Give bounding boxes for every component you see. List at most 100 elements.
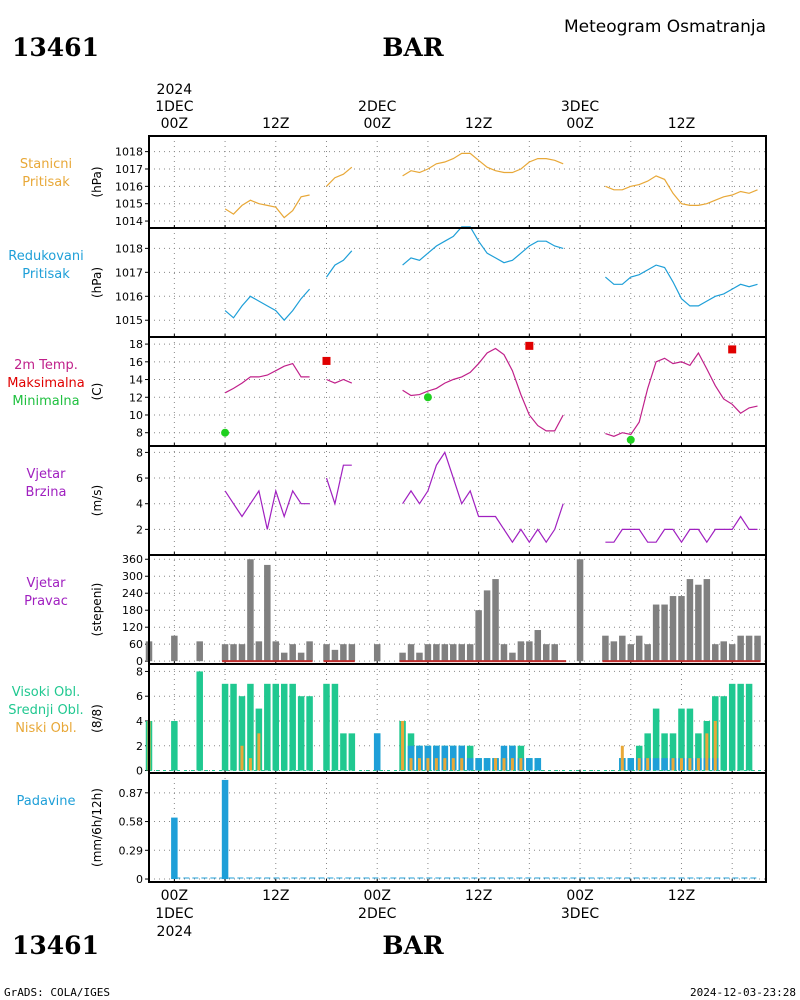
y-tick-label: 0 [136,655,143,668]
footer-timestamp: 2024-12-03-23:28 [690,986,796,999]
direction-bar [669,596,677,662]
panel-label: Maksimalna [7,376,85,391]
bottom-axis-label: 2024 [157,924,193,940]
direction-bar [264,564,271,662]
tmin-marker [626,435,635,444]
panel-station-pressure: 1014 1015 1016 1017 1018 (hPa) Stanicni Pritisa… [20,135,767,229]
y-tick-label: 8 [136,427,143,440]
tmin-marker [221,428,230,437]
precip-bar [171,817,178,880]
y-tick-label: 12 [129,391,143,404]
y-tick-label: 0.29 [119,844,144,857]
y-tick-label: 2 [136,740,143,753]
top-axis-label: 2DEC [358,99,397,115]
direction-bar [272,641,280,662]
panel-precipitation: 0 0.29 0.58 0.87 (mm/6h/12h) Padavine [17,772,767,886]
panel-temperature: 8 10 12 14 16 18 (C) 2m Temp. Maksimalna Minimaln… [7,336,767,447]
cloud-high-bar [280,683,288,771]
bottom-axis-label: 00Z [566,888,593,904]
cloud-high-bar [306,696,313,771]
y-tick-label: 6 [136,472,143,485]
y-tick-label: 18 [129,338,143,351]
panel-label: Visoki Obl. [12,685,80,700]
y-tick-label: 1017 [115,163,143,176]
direction-bar [627,644,635,662]
y-tick-label: 0.58 [119,816,144,829]
series-line-segment-2 [325,464,352,506]
cloud-low-bar [443,758,447,771]
series-line-segment-2 [326,378,353,384]
y-tick-label: 8 [136,665,143,678]
y-tick-label: 1015 [115,314,143,327]
cloud-high-bar [340,733,347,771]
cloud-low-bar [426,758,430,771]
cloud-low-bar [646,758,650,771]
y-tick-label: 16 [129,356,143,369]
cloud-high-bar [728,683,736,771]
direction-bar [255,641,263,662]
footer-credit: GrADS: COLA/IGES [4,986,110,999]
cloud-high-bar [686,708,694,771]
direction-bar [466,644,474,662]
tmax-marker [525,341,534,350]
direction-bar [399,652,406,662]
direction-bar [728,644,736,662]
panel-label: Vjetar [27,467,67,482]
direction-bar [551,644,558,662]
y-tick-label: 4 [136,498,143,511]
direction-bar [247,559,254,662]
direction-bar [509,652,516,662]
y-tick-label: 1016 [115,180,143,193]
panel-label: Redukovani [8,249,83,264]
series-line-segment-3 [402,451,564,544]
cloud-high-bar [644,733,651,771]
panel-frame [148,135,767,229]
bottom-axis-label: 12Z [465,888,492,904]
direction-bar [230,644,237,662]
direction-bar [221,644,229,662]
direction-bar [542,644,550,662]
direction-bar [475,610,482,662]
top-axis-label: 2024 [157,82,193,98]
series-line-segment-2 [326,250,353,278]
cloud-high-bar [331,683,339,771]
y-tick-label: 240 [122,587,143,600]
y-tick-label: 0 [136,873,143,886]
y-tick-label: 1014 [115,215,143,228]
cloud-low-bar [460,758,464,771]
cloud-low-bar [257,733,261,771]
cloud-high-bar [247,683,254,771]
station-name-bottom: BAR [382,931,444,960]
series-line-segment-4 [605,264,758,307]
meteogram-title: Meteogram Osmatranja [564,17,766,37]
panel-label: Pravac [24,594,68,609]
top-axis-label: 1DEC [155,99,194,115]
cloud-low-bar [494,758,498,771]
panel-label: Padavine [17,794,76,809]
top-axis-label: 00Z [566,116,593,132]
cloud-mid-bar [652,758,660,771]
y-tick-label: 4 [136,715,143,728]
y-tick-label: 0.87 [119,787,144,800]
direction-bar [610,641,618,662]
station-id-top: 13461 [12,33,99,62]
cloud-high-bar [238,696,246,771]
top-axis-label: 12Z [668,116,695,132]
cloud-high-bar [196,671,203,771]
y-tick-label: 8 [136,446,143,459]
y-tick-label: 1015 [115,198,143,211]
direction-bar [373,644,381,662]
cloud-high-bar [652,708,660,771]
y-axis-label: (stepeni) [90,583,104,637]
panel-frame [148,445,767,556]
precip-bar [221,779,229,880]
series-line-segment-4 [605,351,758,437]
direction-bar [458,644,465,662]
direction-bar [703,579,711,662]
y-axis-label: (mm/6h/12h) [90,788,104,867]
y-tick-label: 120 [122,621,143,634]
direction-bar [576,559,584,662]
tmax-marker [728,345,737,354]
y-axis-label: (hPa) [90,166,104,197]
direction-bar [424,644,432,662]
